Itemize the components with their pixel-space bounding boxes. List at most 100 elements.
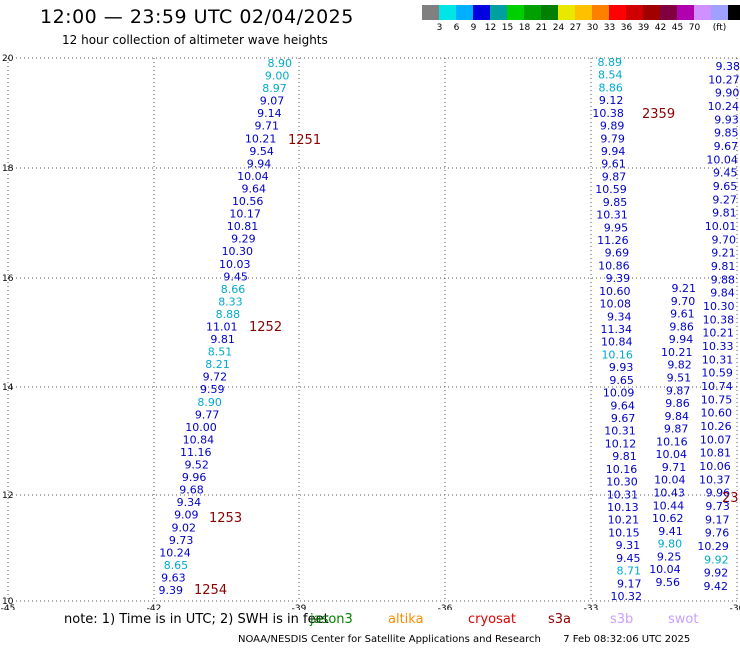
lon-tick-label: -42 [147,604,162,610]
wave-height-value: 10.43 [653,487,685,500]
wave-height-value: 9.61 [670,308,695,321]
wave-height-value: 9.89 [600,120,625,133]
wave-height-value: 8.86 [598,81,623,94]
satellite-legend-item: jason3 [310,612,353,627]
wave-height-value: 10.84 [601,336,633,349]
scale-label: 15 [501,23,514,33]
lat-tick-label: 10 [2,597,14,607]
wave-height-value: 9.00 [265,70,290,83]
wave-height-value: 8.71 [617,565,642,578]
wave-height-value: 10.24 [159,546,191,559]
track-time-labels: 1251 1252 1253 1254 2359 23 [194,107,739,598]
wave-height-value: 9.21 [672,282,697,295]
wave-height-value: 8.88 [216,308,241,321]
scale-label: 70 [688,23,701,33]
wave-height-value: 10.24 [708,100,740,113]
wave-height-value: 10.04 [649,563,681,576]
wave-height-value: 9.88 [711,273,736,286]
wave-height-value: 9.87 [602,170,627,183]
wave-height-value: 9.68 [179,484,204,497]
wave-height-value: 9.09 [174,509,199,522]
wave-height-value: 9.96 [182,471,207,484]
lon-tick-label: -45 [1,604,16,610]
scale-swatch [592,5,609,20]
wave-height-value: 10.37 [699,473,731,486]
wave-height-value: 9.65 [713,180,738,193]
scale-swatch [677,5,694,20]
lon-tick-label: -36 [438,604,453,610]
wave-height-value: 11.16 [180,446,212,459]
wave-height-value: 10.13 [607,501,639,514]
page-title: 12:00 — 23:59 UTC 02/04/2025 [40,6,354,28]
wave-height-value: 10.29 [697,540,729,553]
map-grid [7,57,738,602]
wave-height-value: 10.56 [232,195,264,208]
wave-height-value: 9.27 [712,193,737,206]
wave-height-value: 9.87 [666,384,691,397]
scale-swatch [660,5,677,20]
wave-height-value: 9.69 [605,247,630,260]
scale-label: 27 [569,23,582,33]
wave-height-value: 10.30 [222,245,254,258]
wave-height-value: 8.54 [598,69,623,82]
scale-swatch [541,5,558,20]
scale-label: 39 [637,23,650,33]
wave-height-value: 10.60 [701,407,733,420]
wave-height-value: 9.29 [231,233,256,246]
wave-height-map: -45-42-39-36-33-30201816141210 8.909.008… [1,54,740,610]
wave-height-value: 9.71 [662,461,687,474]
wave-height-value: 10.27 [708,73,740,86]
wave-height-value: 10.86 [598,259,630,272]
wave-height-value: 9.84 [665,410,690,423]
wave-height-value: 9.54 [249,145,274,158]
wave-height-value: 9.81 [711,260,736,273]
wave-height-value: 9.96 [706,487,731,500]
wave-height-value: 8.90 [197,396,222,409]
wave-height-value: 10.59 [701,367,733,380]
wave-height-value: 10.75 [701,393,733,406]
wave-height-value: 10.17 [229,208,261,221]
wave-height-value: 8.89 [598,56,623,69]
time-label: 23 [722,491,739,506]
wave-height-value: 9.17 [617,577,642,590]
wave-height-value: 10.31 [607,488,639,501]
wave-height-value: 9.81 [712,207,737,220]
wave-height-value: 9.64 [610,399,635,412]
scale-swatch [473,5,490,20]
wave-height-value: 10.04 [706,153,738,166]
wave-height-value: 10.16 [656,435,688,448]
wave-height-value: 9.39 [159,584,184,597]
wave-height-value: 10.07 [700,433,732,446]
wave-height-value: 9.77 [195,408,220,421]
lat-tick-label: 18 [2,164,14,174]
wave-height-value: 9.70 [671,295,696,308]
wave-height-value: 10.09 [603,387,635,400]
wave-height-value: 10.81 [227,220,259,233]
scale-swatch [711,5,728,20]
wave-height-value: 9.80 [658,538,683,551]
wave-height-value: 10.08 [600,298,632,311]
credit-line: NOAA/NESDIS Center for Satellite Applica… [238,634,690,645]
wave-height-value: 10.59 [595,183,627,196]
altimeter-tracks: 8.909.008.979.079.149.7110.219.549.9410.… [159,56,740,603]
scale-label: 45 [671,23,684,33]
wave-height-value: 9.65 [609,374,634,387]
wave-height-value: 9.82 [667,359,692,372]
wave-height-value: 9.93 [609,361,634,374]
footer-note: note: 1) Time is in UTC; 2) SWH is in fe… [64,612,329,627]
wave-height-value: 10.04 [654,474,686,487]
wave-height-value: 9.56 [656,576,681,589]
wave-height-value: 9.86 [665,397,690,410]
wave-height-value: 9.94 [669,333,694,346]
wave-height-value: 9.84 [710,287,735,300]
wave-height-value: 9.81 [210,333,235,346]
wave-height-value: 9.94 [601,145,626,158]
time-label: 2359 [642,107,675,122]
credit-org: NOAA/NESDIS Center for Satellite Applica… [238,634,541,645]
wave-height-value: 10.30 [703,300,735,313]
wave-height-value: 10.74 [701,380,733,393]
scale-swatch [694,5,711,20]
wave-height-value: 10.31 [596,209,628,222]
wave-height-value: 8.65 [164,559,189,572]
wave-height-value: 9.51 [667,371,692,384]
